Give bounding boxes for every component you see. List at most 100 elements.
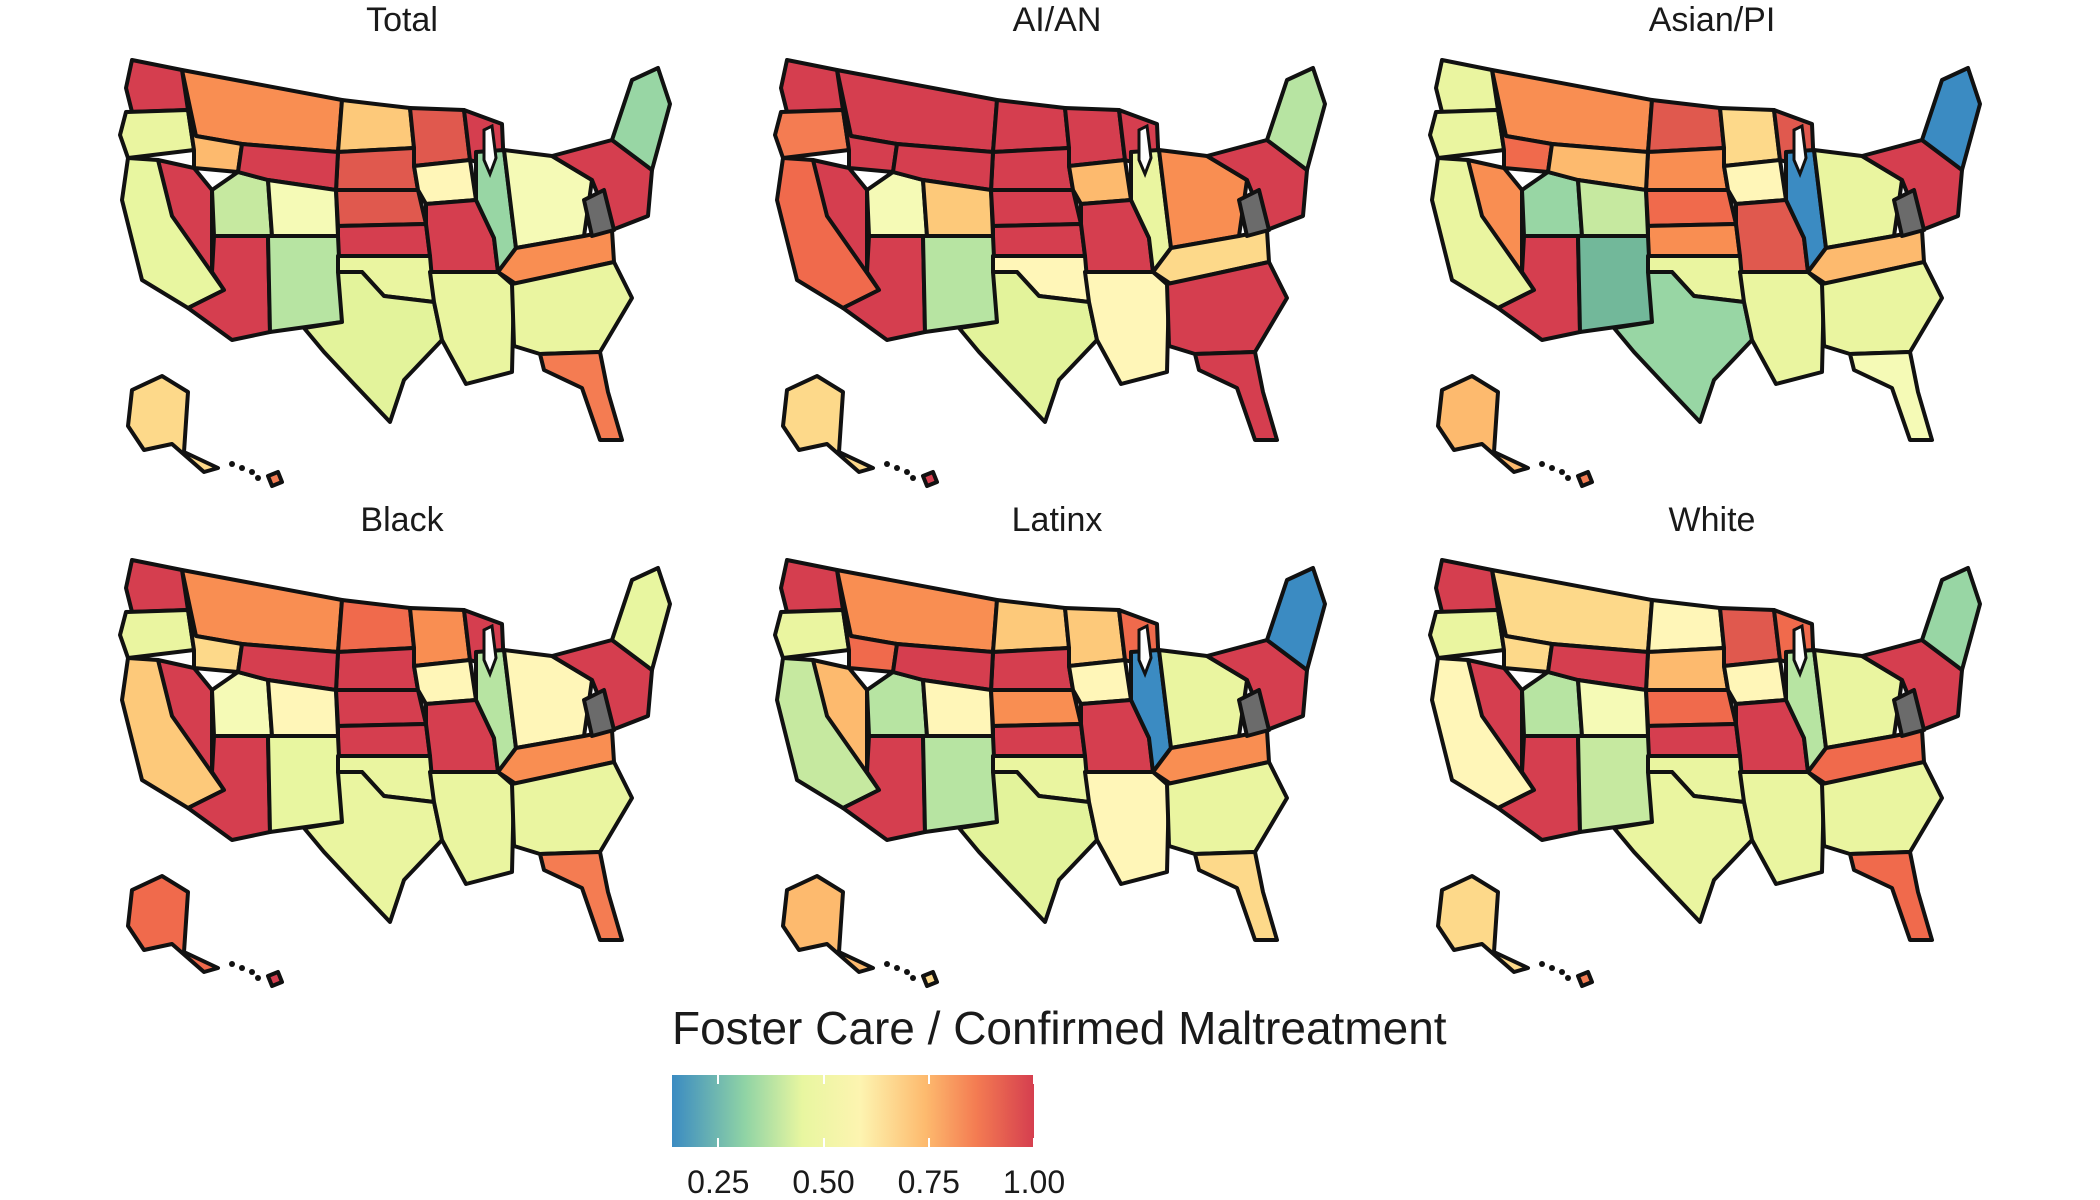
region-dakota-n	[1646, 98, 1726, 154]
region-iowa	[412, 158, 478, 206]
region-texas	[957, 270, 1099, 424]
region-nebraska	[334, 688, 428, 728]
region-west-virginia	[582, 688, 616, 738]
region-new-england	[1920, 66, 1982, 172]
region-hawaii	[921, 470, 939, 488]
region-minnesota	[1718, 106, 1782, 168]
region-kansas	[336, 722, 432, 758]
region-hawaii	[1576, 470, 1594, 488]
region-colorado	[921, 678, 995, 738]
region-alaska	[126, 874, 220, 974]
region-west-virginia	[1237, 188, 1271, 238]
island-dot	[239, 465, 245, 471]
region-southeast	[1820, 760, 1944, 856]
island-dot	[894, 965, 900, 971]
legend-tick	[717, 1075, 720, 1147]
map-panel-black: Black	[92, 500, 712, 1000]
region-colorado	[266, 178, 340, 238]
region-utah	[210, 670, 274, 738]
region-alaska	[1436, 874, 1530, 974]
region-texas	[957, 770, 1099, 924]
region-dakota-n	[336, 98, 416, 154]
region-nw-interior	[1428, 108, 1506, 160]
island-dot	[894, 465, 900, 471]
region-dakota-n	[336, 598, 416, 654]
panel-title: Latinx	[1011, 501, 1103, 539]
panel-title: Black	[360, 501, 444, 539]
island-dot	[1565, 475, 1571, 481]
us-choropleth-map	[773, 558, 1327, 988]
region-kansas	[1646, 222, 1742, 258]
region-new-mexico	[921, 734, 999, 834]
island-dot	[904, 969, 910, 975]
region-west-virginia	[582, 188, 616, 238]
region-west-nw	[779, 58, 845, 114]
region-new-england	[1920, 566, 1982, 672]
region-texas	[1612, 770, 1754, 924]
region-new-mexico	[266, 234, 344, 334]
island-dot	[910, 975, 916, 981]
region-southeast	[510, 760, 634, 856]
region-nebraska	[1644, 188, 1738, 228]
region-minnesota	[408, 106, 472, 168]
lake-michigan	[482, 623, 498, 679]
region-minnesota	[1063, 606, 1127, 668]
island-dot	[910, 475, 916, 481]
island-dot	[1559, 969, 1565, 975]
region-utah	[1520, 670, 1584, 738]
region-nw-interior	[1428, 608, 1506, 660]
region-texas	[302, 270, 444, 424]
island-dot	[1565, 975, 1571, 981]
lake-michigan	[1137, 623, 1153, 679]
island-dot	[249, 469, 255, 475]
region-southeast	[510, 260, 634, 356]
region-colorado	[1576, 678, 1650, 738]
panel-title: Total	[366, 1, 438, 39]
region-alaska	[781, 874, 875, 974]
region-dakota-s	[1644, 646, 1730, 692]
region-minnesota	[1063, 106, 1127, 168]
region-new-mexico	[1576, 234, 1654, 334]
region-iowa	[1722, 158, 1788, 206]
region-south-central	[1738, 770, 1826, 886]
region-alaska	[1436, 374, 1530, 474]
island-dot	[249, 969, 255, 975]
island-dot	[255, 975, 261, 981]
legend-tick-label: 1.00	[1002, 1164, 1066, 1200]
region-new-mexico	[266, 734, 344, 834]
region-florida	[538, 350, 624, 442]
region-south-central	[1083, 770, 1171, 886]
region-dakota-s	[989, 146, 1075, 192]
region-nw-interior	[118, 608, 196, 660]
region-colorado	[1576, 178, 1650, 238]
region-minnesota	[408, 606, 472, 668]
island-dot	[1559, 469, 1565, 475]
map-panel-total: Total	[92, 0, 712, 500]
region-new-mexico	[921, 234, 999, 334]
region-alaska	[126, 374, 220, 474]
region-dakota-n	[991, 598, 1071, 654]
legend-tick	[1033, 1075, 1035, 1147]
panel-title: AI/AN	[1012, 1, 1102, 39]
region-west-nw	[1434, 558, 1500, 614]
region-colorado	[266, 678, 340, 738]
region-south-central	[1738, 270, 1826, 386]
island-dot	[1539, 961, 1545, 967]
us-choropleth-map	[773, 58, 1327, 488]
region-utah	[865, 670, 929, 738]
region-iowa	[1067, 658, 1133, 706]
region-minnesota	[1718, 606, 1782, 668]
island-dot	[1549, 465, 1555, 471]
panel-title: Asian/PI	[1648, 1, 1776, 39]
legend-color-bar	[672, 1075, 1034, 1147]
region-nebraska	[989, 688, 1083, 728]
region-south-central	[428, 770, 516, 886]
island-dot	[255, 475, 261, 481]
us-choropleth-map	[118, 58, 672, 488]
legend-tick-label: 0.50	[792, 1164, 855, 1200]
region-kansas	[336, 222, 432, 258]
region-west-nw	[124, 58, 190, 114]
region-new-england	[1265, 66, 1327, 172]
region-southeast	[1165, 260, 1289, 356]
region-hawaii	[266, 470, 284, 488]
